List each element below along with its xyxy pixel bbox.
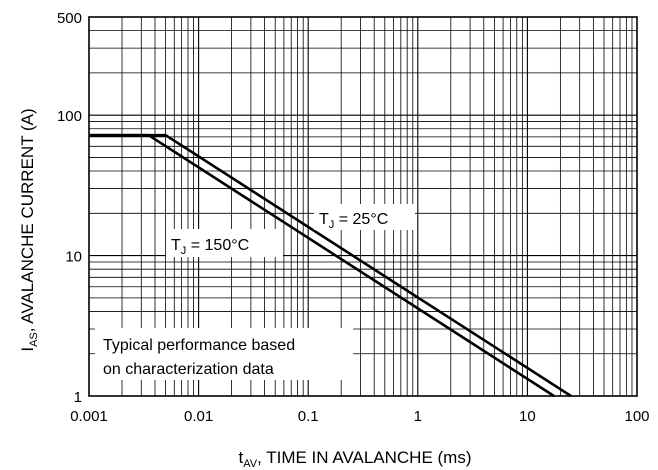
series-label-25c-prefix: T <box>319 211 329 228</box>
series-label-150c-rest: = 150°C <box>186 237 249 254</box>
annotation-line-2: on characterization data <box>103 361 274 378</box>
y-axis-title-prefix: I <box>18 347 37 352</box>
y-tick-label: 1 <box>74 389 82 406</box>
x-axis-title-rest: , TIME IN AVALANCHE (ms) <box>257 448 471 467</box>
svg-text:TJ = 150°C: TJ = 150°C <box>171 237 249 257</box>
y-axis-title-rest: , AVALANCHE CURRENT (A) <box>18 108 37 332</box>
x-tick-label: 100 <box>624 408 649 425</box>
x-tick-label: 1 <box>414 408 422 425</box>
series-label-25c-sub: J <box>329 219 335 231</box>
x-tick-label: 0.1 <box>298 408 319 425</box>
x-axis-title: tAV, TIME IN AVALANCHE (ms) <box>238 448 471 470</box>
svg-text:TJ = 25°C: TJ = 25°C <box>319 211 388 231</box>
x-axis-title-prefix: t <box>238 448 243 467</box>
y-tick-label: 100 <box>57 108 82 125</box>
annotation-line-1: Typical performance based <box>103 337 295 354</box>
plot-area-frame <box>88 16 638 397</box>
series-label-150c-sub: J <box>181 245 187 257</box>
x-axis-title-sub: AV <box>243 458 258 470</box>
annotation-note: Typical performance based on characteriz… <box>95 328 353 380</box>
y-axis-title: IAS, AVALANCHE CURRENT (A) <box>18 108 40 351</box>
series-lines <box>89 133 572 398</box>
y-tick-label: 500 <box>57 10 82 27</box>
series-label-25c: TJ = 25°C <box>314 204 415 231</box>
y-tick-label: 10 <box>65 249 82 266</box>
series-label-150c: TJ = 150°C <box>166 229 283 257</box>
tick-labels: 0.001 0.01 0.1 1 10 100 1 10 100 500 <box>57 10 650 425</box>
x-tick-label: 10 <box>519 408 536 425</box>
series-line-1 <box>89 133 555 398</box>
y-axis-title-sub: AS <box>28 332 40 347</box>
series-label-25c-rest: = 25°C <box>334 211 388 228</box>
x-tick-label: 0.001 <box>70 408 108 425</box>
series-label-150c-prefix: T <box>171 237 181 254</box>
x-tick-label: 0.01 <box>184 408 213 425</box>
